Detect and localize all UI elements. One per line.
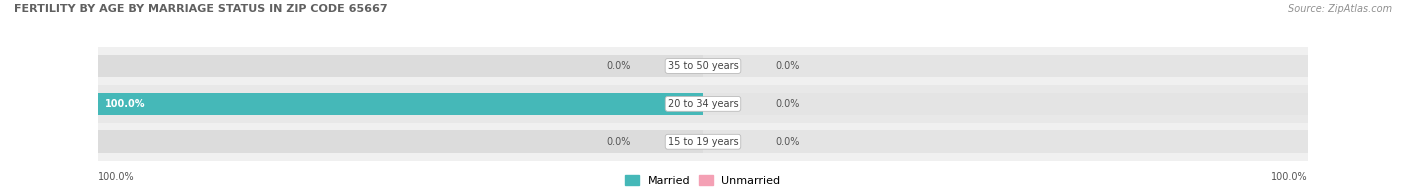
Text: Source: ZipAtlas.com: Source: ZipAtlas.com [1288, 4, 1392, 14]
Text: 0.0%: 0.0% [776, 137, 800, 147]
Bar [98, 55, 703, 77]
Text: FERTILITY BY AGE BY MARRIAGE STATUS IN ZIP CODE 65667: FERTILITY BY AGE BY MARRIAGE STATUS IN Z… [14, 4, 388, 14]
Text: 35 to 50 years: 35 to 50 years [668, 61, 738, 71]
Text: 15 to 19 years: 15 to 19 years [668, 137, 738, 147]
Bar [98, 85, 1308, 123]
Text: 0.0%: 0.0% [606, 137, 630, 147]
Text: 100.0%: 100.0% [98, 172, 135, 182]
Bar [98, 47, 1308, 85]
Bar [703, 55, 1308, 77]
Bar [98, 93, 703, 115]
Bar [98, 123, 1308, 161]
Text: 100.0%: 100.0% [104, 99, 145, 109]
Text: 0.0%: 0.0% [776, 99, 800, 109]
Bar [98, 93, 703, 115]
Bar [98, 130, 703, 153]
Text: 0.0%: 0.0% [776, 61, 800, 71]
Text: 0.0%: 0.0% [606, 61, 630, 71]
Text: 20 to 34 years: 20 to 34 years [668, 99, 738, 109]
Text: 100.0%: 100.0% [1271, 172, 1308, 182]
Bar [703, 130, 1308, 153]
Bar [703, 93, 1308, 115]
Legend: Married, Unmarried: Married, Unmarried [621, 171, 785, 191]
